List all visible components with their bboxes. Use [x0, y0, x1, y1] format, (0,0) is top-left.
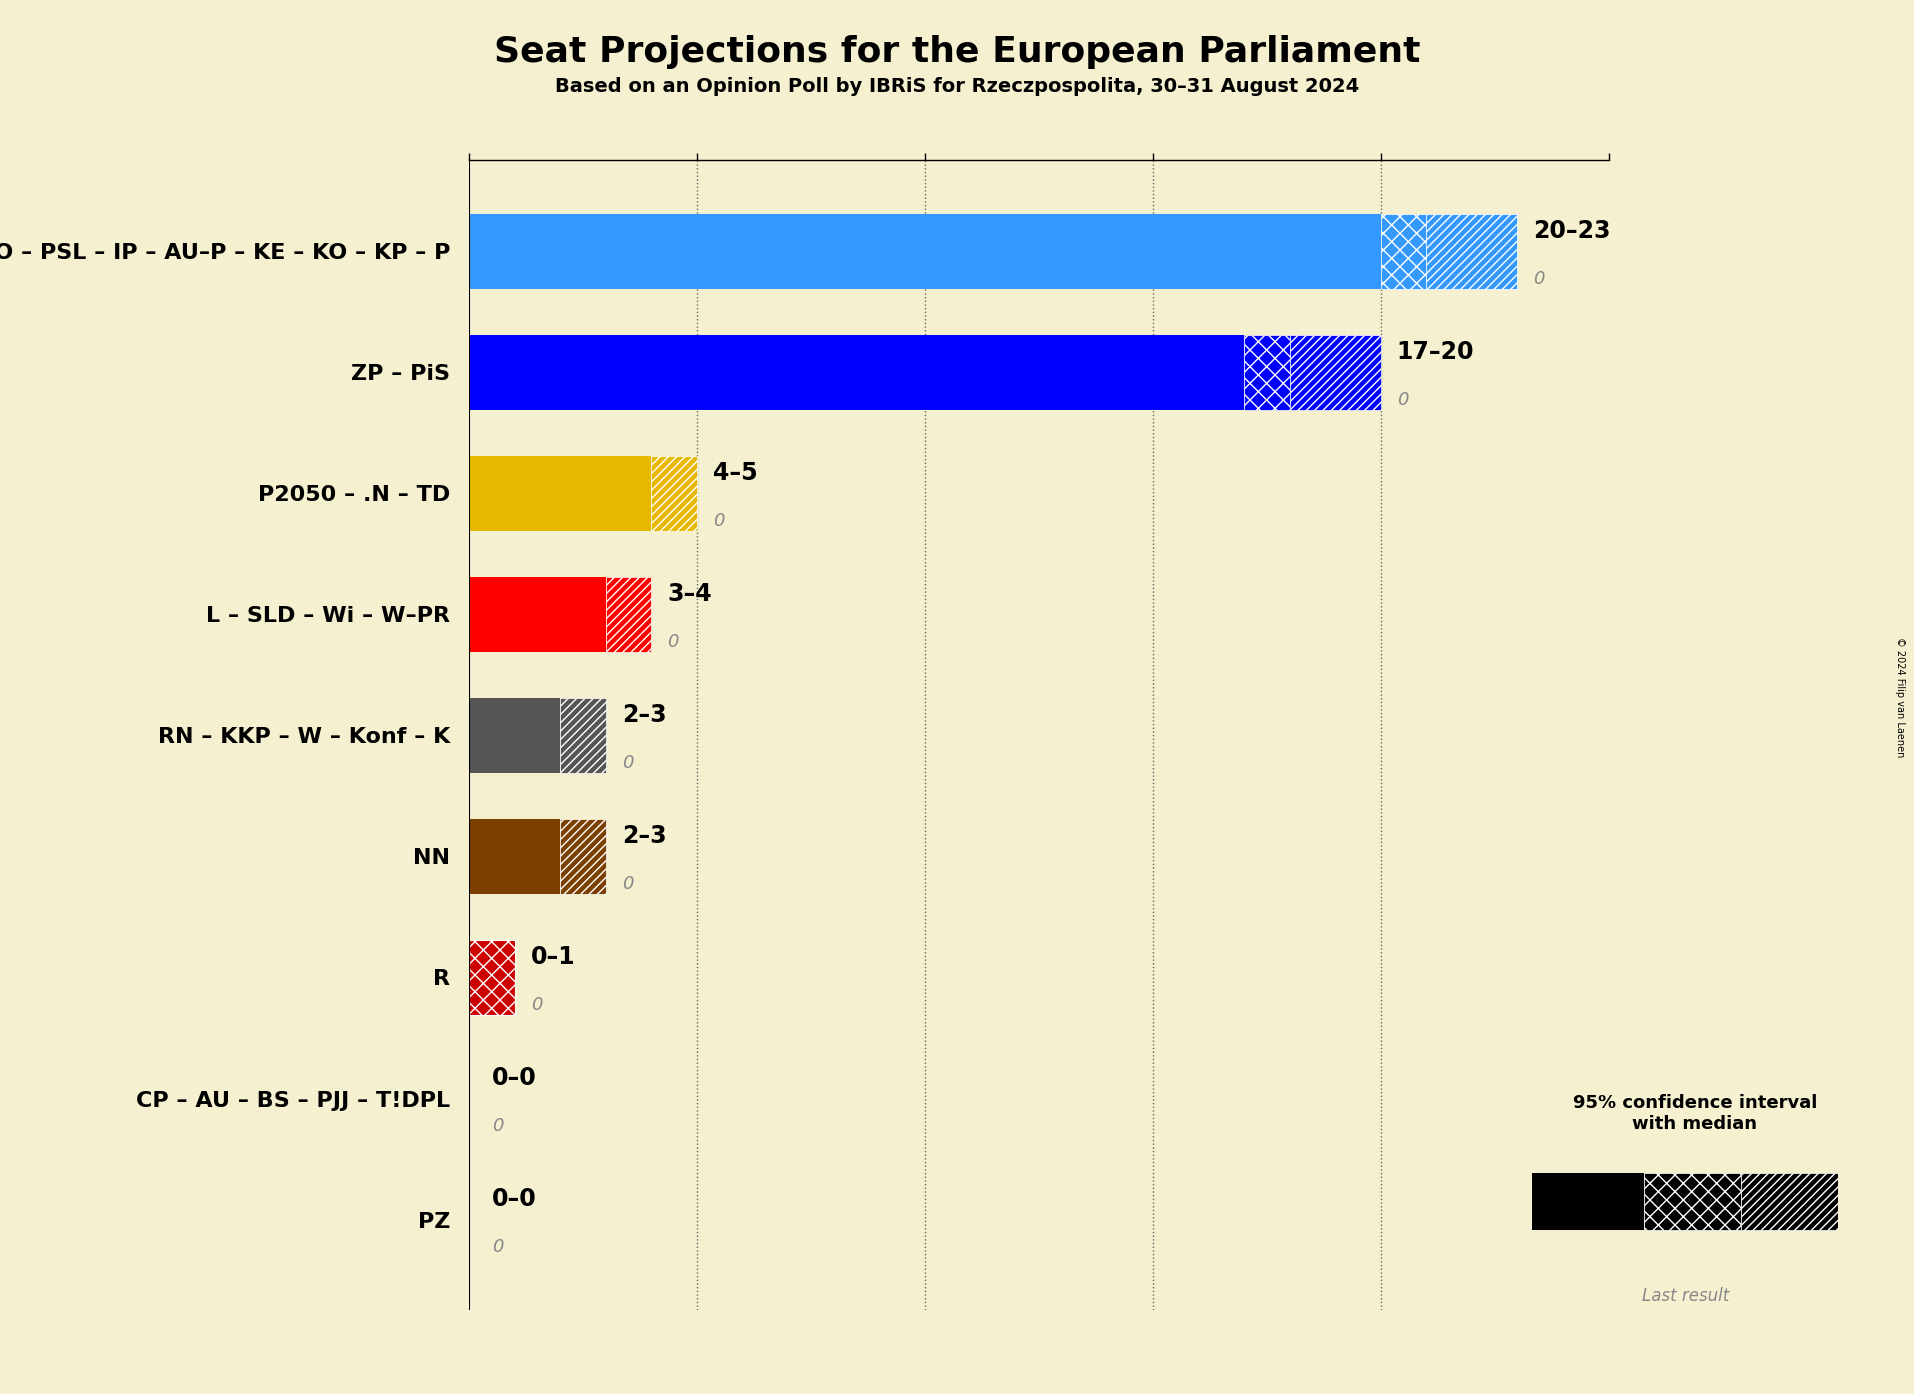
Text: 0: 0 — [622, 875, 634, 894]
Bar — [605, 577, 651, 652]
Text: 0–0: 0–0 — [492, 1066, 536, 1090]
Bar — [1644, 1172, 1740, 1231]
Text: 0: 0 — [530, 997, 542, 1015]
Bar — [469, 456, 651, 531]
Text: Last result: Last result — [1640, 1287, 1728, 1305]
Text: Seat Projections for the European Parliament: Seat Projections for the European Parlia… — [494, 35, 1420, 68]
Text: 2–3: 2–3 — [622, 824, 666, 848]
Bar — [469, 698, 561, 772]
Bar — [1244, 335, 1288, 410]
Bar — [469, 335, 1244, 410]
Text: Based on an Opinion Poll by IBRiS for Rzeczpospolita, 30–31 August 2024: Based on an Opinion Poll by IBRiS for Rz… — [555, 77, 1359, 96]
Text: 0: 0 — [622, 754, 634, 772]
Text: 0–1: 0–1 — [530, 945, 574, 969]
Bar — [561, 818, 605, 894]
Text: 17–20: 17–20 — [1395, 340, 1474, 364]
Text: 20–23: 20–23 — [1533, 219, 1610, 243]
Bar — [469, 940, 515, 1015]
Bar — [469, 577, 605, 652]
Bar — [561, 698, 605, 772]
Text: 0: 0 — [492, 1238, 503, 1256]
Bar — [469, 818, 561, 894]
Bar — [1740, 1172, 1837, 1231]
Bar — [1426, 213, 1516, 289]
Text: 0: 0 — [1533, 270, 1545, 289]
Bar — [469, 213, 1380, 289]
Text: 0–0: 0–0 — [492, 1186, 536, 1211]
Bar — [1380, 213, 1426, 289]
Text: 0: 0 — [1395, 390, 1407, 408]
Bar — [469, 940, 515, 1015]
Text: 4–5: 4–5 — [712, 460, 758, 485]
Text: © 2024 Filip van Laenen: © 2024 Filip van Laenen — [1895, 637, 1904, 757]
Text: 3–4: 3–4 — [668, 581, 712, 606]
Text: 0: 0 — [668, 633, 679, 651]
Bar — [1288, 335, 1380, 410]
Text: 2–3: 2–3 — [622, 703, 666, 726]
Text: 0: 0 — [492, 1118, 503, 1135]
Bar — [651, 456, 697, 531]
Text: 95% confidence interval
with median: 95% confidence interval with median — [1571, 1094, 1816, 1133]
Text: 0: 0 — [712, 512, 723, 530]
Bar — [1531, 1172, 1644, 1231]
